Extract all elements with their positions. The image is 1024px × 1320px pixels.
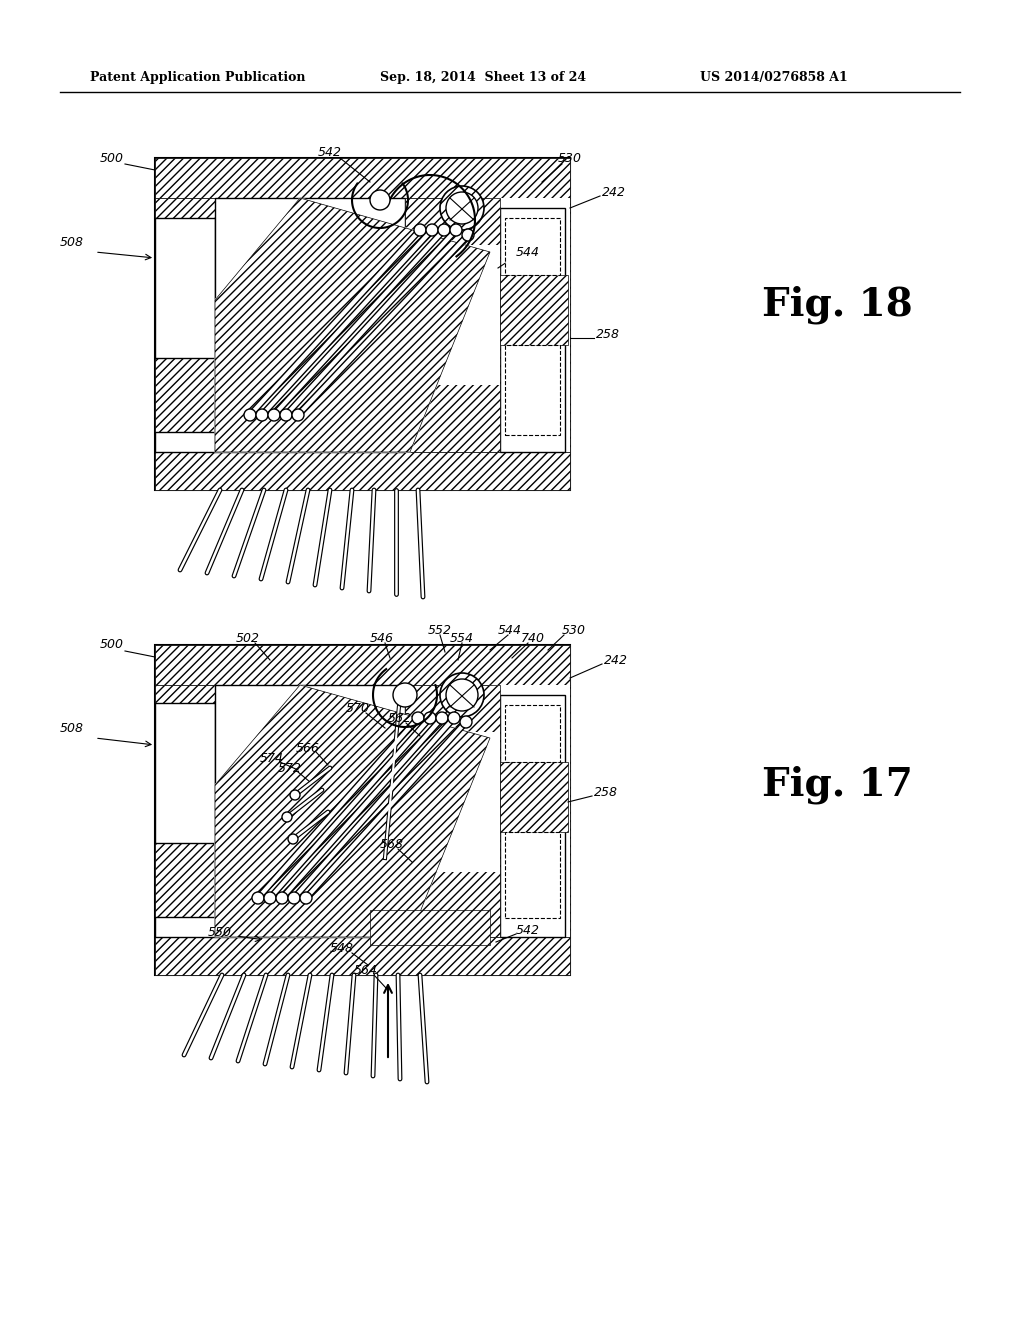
Text: 572: 572: [278, 762, 302, 775]
Text: 258: 258: [594, 785, 618, 799]
Circle shape: [460, 715, 472, 729]
Text: 570: 570: [346, 701, 370, 714]
Bar: [406, 198, 500, 451]
Circle shape: [462, 228, 474, 242]
Bar: [155, 685, 215, 937]
Bar: [215, 685, 406, 937]
Text: 242: 242: [602, 186, 626, 198]
Circle shape: [450, 224, 462, 236]
Polygon shape: [215, 685, 490, 937]
Text: 554: 554: [450, 631, 474, 644]
Bar: [505, 218, 560, 275]
Bar: [155, 704, 215, 843]
Circle shape: [446, 191, 478, 224]
Text: 564: 564: [354, 964, 378, 977]
Circle shape: [282, 812, 292, 822]
Polygon shape: [215, 198, 490, 451]
Circle shape: [412, 711, 424, 723]
Text: 500: 500: [100, 152, 124, 165]
Circle shape: [414, 224, 426, 236]
Bar: [500, 762, 568, 832]
Text: Fig. 18: Fig. 18: [762, 285, 912, 325]
Bar: [155, 645, 570, 975]
Circle shape: [426, 224, 438, 236]
Bar: [155, 432, 215, 451]
Text: US 2014/0276858 A1: US 2014/0276858 A1: [700, 71, 848, 84]
Circle shape: [268, 409, 280, 421]
Circle shape: [370, 190, 390, 210]
Bar: [155, 218, 215, 358]
Bar: [155, 937, 570, 975]
Polygon shape: [215, 685, 490, 937]
Text: Sep. 18, 2014  Sheet 13 of 24: Sep. 18, 2014 Sheet 13 of 24: [380, 71, 586, 84]
Circle shape: [424, 711, 436, 723]
Bar: [155, 451, 570, 490]
Bar: [155, 198, 215, 451]
Text: 258: 258: [596, 329, 620, 342]
Text: 546: 546: [370, 631, 394, 644]
Text: 548: 548: [330, 941, 354, 954]
Polygon shape: [215, 198, 490, 451]
Bar: [505, 705, 560, 762]
Bar: [500, 209, 565, 451]
Text: 530: 530: [558, 152, 582, 165]
Circle shape: [440, 673, 484, 717]
Circle shape: [280, 409, 292, 421]
Bar: [155, 158, 570, 198]
Circle shape: [244, 409, 256, 421]
Circle shape: [300, 892, 312, 904]
Text: Fig. 17: Fig. 17: [762, 766, 912, 804]
Circle shape: [440, 186, 484, 230]
Circle shape: [436, 711, 449, 723]
Bar: [155, 158, 570, 490]
Circle shape: [288, 892, 300, 904]
Bar: [370, 909, 490, 945]
Text: 530: 530: [562, 623, 586, 636]
Circle shape: [256, 409, 268, 421]
Text: 508: 508: [60, 722, 84, 734]
Text: Patent Application Publication: Patent Application Publication: [90, 71, 305, 84]
Circle shape: [446, 678, 478, 711]
Circle shape: [292, 409, 304, 421]
Text: 566: 566: [296, 742, 319, 755]
Text: 562: 562: [388, 711, 412, 725]
Bar: [155, 645, 570, 685]
Circle shape: [276, 892, 288, 904]
Text: 502: 502: [236, 631, 260, 644]
Circle shape: [252, 892, 264, 904]
Circle shape: [288, 834, 298, 843]
Text: 542: 542: [318, 145, 342, 158]
Text: 500: 500: [100, 639, 124, 652]
Bar: [215, 198, 406, 451]
Bar: [490, 685, 570, 937]
Text: 508: 508: [60, 235, 84, 248]
Bar: [500, 696, 565, 937]
Bar: [505, 345, 560, 436]
Text: 242: 242: [604, 653, 628, 667]
Bar: [490, 198, 570, 451]
Bar: [406, 685, 500, 937]
Text: 568: 568: [380, 838, 404, 851]
Bar: [406, 246, 500, 385]
Text: 542: 542: [516, 924, 540, 936]
Text: 552: 552: [428, 623, 452, 636]
Bar: [155, 917, 215, 937]
Bar: [500, 275, 568, 345]
Text: 550: 550: [208, 925, 232, 939]
Circle shape: [449, 711, 460, 723]
Bar: [406, 733, 500, 873]
Text: 544: 544: [498, 623, 522, 636]
Circle shape: [393, 682, 417, 708]
Bar: [505, 832, 560, 917]
Circle shape: [438, 224, 450, 236]
Text: 574: 574: [260, 751, 284, 764]
Circle shape: [290, 789, 300, 800]
Bar: [490, 198, 570, 451]
Text: 544: 544: [516, 246, 540, 259]
Bar: [490, 685, 570, 937]
Text: 740: 740: [521, 631, 545, 644]
Circle shape: [264, 892, 276, 904]
